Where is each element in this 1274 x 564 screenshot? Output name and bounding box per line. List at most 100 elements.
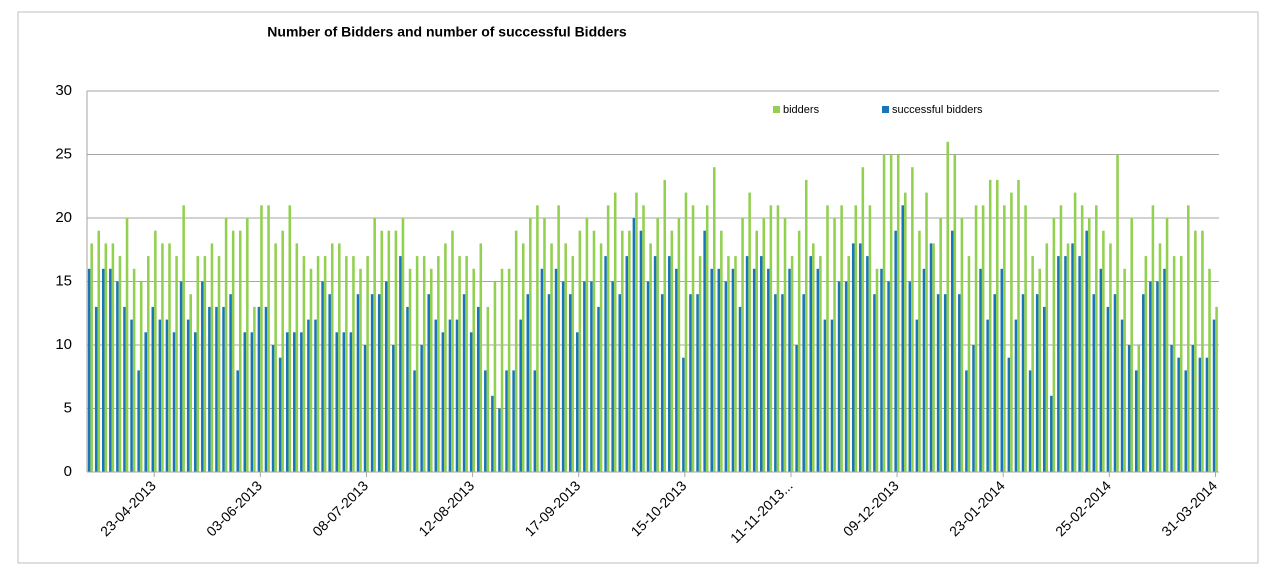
bar bbox=[1000, 268, 1004, 472]
bar bbox=[1212, 319, 1216, 472]
bar bbox=[943, 294, 947, 472]
bar bbox=[260, 205, 263, 473]
bar bbox=[851, 243, 855, 472]
bar bbox=[512, 370, 515, 472]
bar bbox=[755, 230, 758, 472]
bar bbox=[104, 243, 108, 472]
bar bbox=[493, 281, 497, 472]
bar bbox=[568, 294, 572, 472]
bar bbox=[533, 370, 537, 472]
bar bbox=[472, 268, 475, 472]
bar bbox=[1215, 306, 1218, 472]
bar bbox=[264, 306, 268, 472]
bar bbox=[215, 306, 218, 472]
bar bbox=[377, 294, 381, 472]
bar bbox=[97, 230, 101, 472]
bar bbox=[717, 268, 721, 472]
bar bbox=[441, 332, 445, 472]
bar bbox=[302, 256, 306, 472]
bar bbox=[769, 205, 773, 473]
bar bbox=[710, 268, 713, 472]
bar bbox=[158, 319, 162, 472]
bar bbox=[635, 192, 638, 472]
bar bbox=[939, 218, 942, 472]
bar bbox=[1050, 395, 1053, 472]
bar bbox=[677, 218, 681, 472]
bar bbox=[1163, 268, 1166, 472]
bar bbox=[1130, 218, 1133, 472]
bar bbox=[476, 306, 480, 472]
bar bbox=[767, 268, 770, 472]
bar bbox=[689, 294, 692, 472]
bar bbox=[967, 256, 971, 472]
bar bbox=[823, 319, 827, 472]
bar bbox=[788, 268, 791, 472]
bar bbox=[611, 281, 614, 472]
bar bbox=[837, 281, 841, 472]
bar bbox=[1052, 218, 1056, 472]
bar bbox=[203, 256, 207, 472]
bar bbox=[564, 243, 567, 472]
bar bbox=[866, 256, 869, 472]
bar bbox=[408, 268, 412, 472]
bar bbox=[1123, 268, 1126, 472]
bar bbox=[1170, 345, 1173, 472]
bar bbox=[394, 230, 398, 472]
bar bbox=[1208, 268, 1211, 472]
bar bbox=[363, 345, 367, 472]
bar bbox=[1042, 306, 1046, 472]
bar bbox=[101, 268, 105, 472]
bar bbox=[1137, 345, 1141, 472]
bar bbox=[1003, 205, 1006, 473]
bar bbox=[1142, 294, 1145, 472]
bar bbox=[606, 205, 610, 473]
bar bbox=[752, 268, 756, 472]
bar bbox=[590, 281, 593, 472]
bar bbox=[646, 281, 650, 472]
bar bbox=[748, 192, 751, 472]
bar bbox=[387, 230, 391, 472]
bar bbox=[1144, 256, 1148, 472]
bar bbox=[981, 205, 985, 473]
bar bbox=[576, 332, 579, 472]
bar bbox=[809, 256, 813, 472]
bar bbox=[922, 268, 926, 472]
bar bbox=[1080, 205, 1084, 473]
y-tick-label: 0 bbox=[64, 463, 72, 480]
bar bbox=[342, 332, 346, 472]
bar bbox=[894, 230, 897, 472]
bar bbox=[703, 230, 706, 472]
bar bbox=[656, 218, 659, 472]
bar bbox=[1106, 306, 1110, 472]
bar bbox=[880, 268, 883, 472]
bar bbox=[1120, 319, 1124, 472]
bar bbox=[1059, 205, 1063, 473]
bar bbox=[819, 256, 822, 472]
bar bbox=[413, 370, 416, 472]
bar bbox=[993, 294, 996, 472]
bar bbox=[642, 205, 645, 473]
bar bbox=[1073, 192, 1077, 472]
bar bbox=[123, 306, 126, 472]
bar bbox=[960, 218, 964, 472]
bar bbox=[295, 243, 299, 472]
bar bbox=[109, 268, 112, 472]
bar bbox=[1184, 370, 1188, 472]
bar bbox=[507, 268, 511, 472]
bar bbox=[307, 319, 310, 472]
bar bbox=[165, 319, 169, 472]
bar bbox=[434, 319, 438, 472]
bar bbox=[557, 205, 560, 473]
bar bbox=[370, 294, 374, 472]
bar bbox=[210, 243, 214, 472]
bar bbox=[731, 268, 735, 472]
bar bbox=[491, 395, 494, 472]
bar bbox=[861, 167, 865, 472]
bar bbox=[288, 205, 292, 473]
bar bbox=[859, 243, 862, 472]
bar bbox=[887, 281, 890, 472]
bar bbox=[193, 332, 197, 472]
bar bbox=[201, 281, 204, 472]
y-tick-label: 20 bbox=[55, 209, 72, 226]
bar bbox=[437, 256, 440, 472]
